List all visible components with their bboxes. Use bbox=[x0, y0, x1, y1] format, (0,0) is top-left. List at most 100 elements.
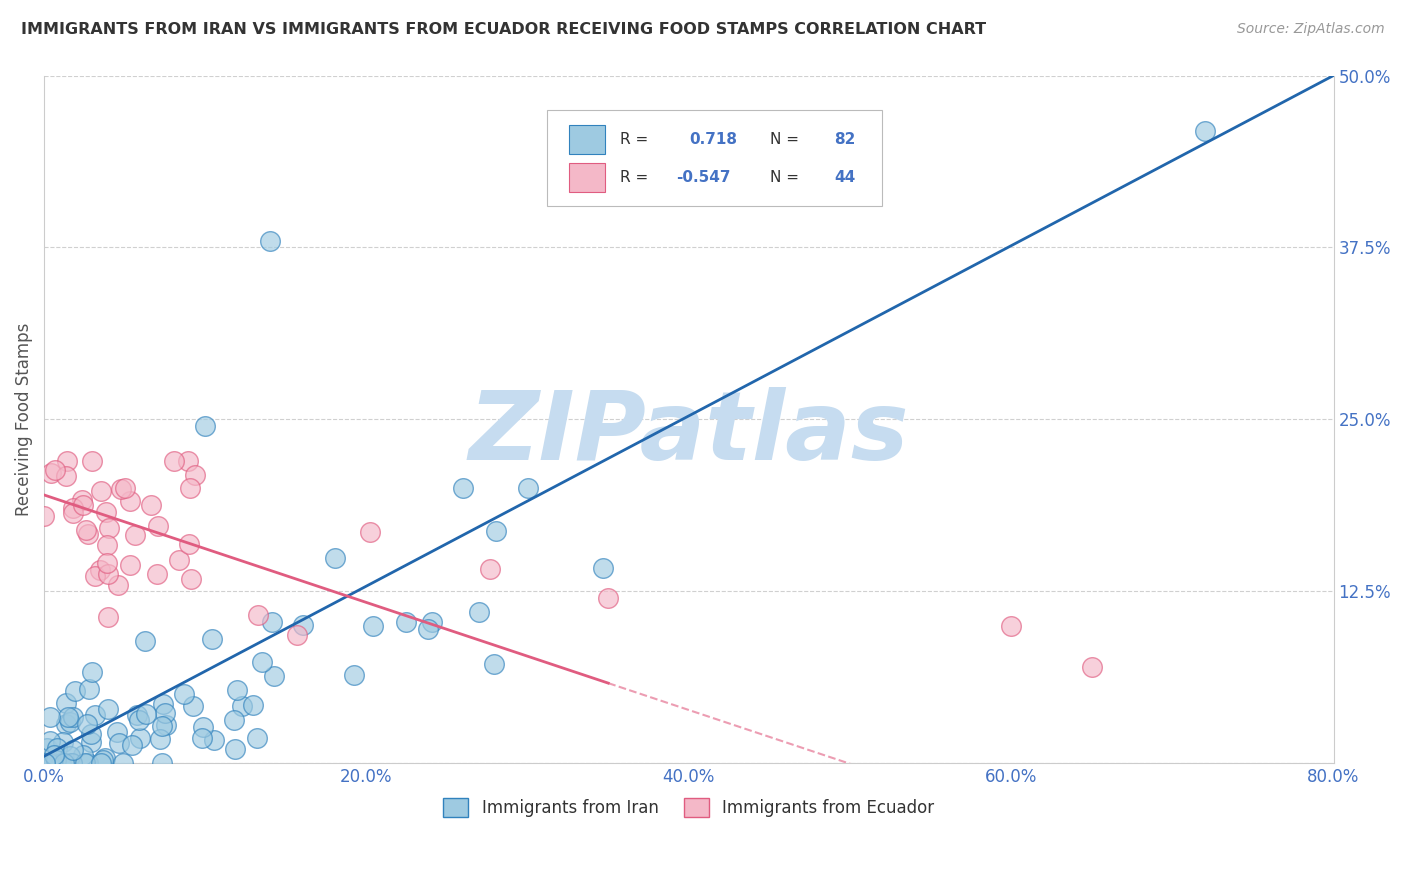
Point bbox=[224, 713, 246, 727]
Point bbox=[90, 483, 112, 498]
Point bbox=[35, 741, 58, 756]
Text: ZIPatlas: ZIPatlas bbox=[468, 386, 910, 480]
Point bbox=[34, 756, 56, 771]
Point bbox=[150, 718, 173, 732]
Point bbox=[83, 707, 105, 722]
Point bbox=[177, 537, 200, 551]
Point bbox=[176, 453, 198, 467]
Point bbox=[56, 453, 79, 467]
Point bbox=[163, 453, 186, 467]
Point bbox=[80, 453, 103, 467]
Point bbox=[127, 707, 149, 722]
Point bbox=[77, 682, 100, 697]
Point bbox=[184, 467, 207, 482]
Point bbox=[96, 538, 118, 552]
Point bbox=[93, 751, 115, 765]
Point bbox=[191, 720, 214, 734]
Point bbox=[231, 699, 253, 714]
Bar bbox=[569, 163, 605, 192]
Point bbox=[395, 615, 418, 630]
Point bbox=[150, 756, 173, 771]
Point bbox=[118, 493, 141, 508]
Text: 44: 44 bbox=[835, 170, 856, 186]
Bar bbox=[569, 125, 605, 153]
Point bbox=[96, 557, 118, 571]
Point bbox=[97, 609, 120, 624]
Point bbox=[77, 756, 100, 771]
Point bbox=[485, 524, 508, 539]
Point bbox=[139, 498, 162, 512]
Point bbox=[242, 698, 264, 712]
Point bbox=[181, 699, 204, 714]
Point bbox=[118, 558, 141, 573]
Point bbox=[180, 573, 202, 587]
Point bbox=[592, 561, 614, 575]
Point bbox=[114, 481, 136, 495]
Point bbox=[361, 618, 384, 632]
Point bbox=[46, 741, 69, 756]
Point bbox=[108, 736, 131, 750]
Point bbox=[134, 633, 156, 648]
Point bbox=[292, 618, 315, 632]
Point bbox=[128, 713, 150, 727]
Point bbox=[39, 710, 62, 724]
Point bbox=[467, 605, 489, 619]
Text: R =: R = bbox=[620, 170, 648, 186]
Point bbox=[598, 591, 620, 606]
Point bbox=[246, 731, 269, 745]
Point bbox=[246, 608, 269, 623]
Point bbox=[516, 481, 538, 495]
Point bbox=[59, 714, 82, 729]
Point bbox=[44, 463, 66, 477]
Point bbox=[224, 742, 246, 756]
Point bbox=[451, 481, 474, 495]
Point bbox=[62, 500, 84, 515]
Point bbox=[129, 731, 152, 745]
Point bbox=[62, 507, 84, 521]
Point bbox=[70, 492, 93, 507]
Point bbox=[59, 748, 82, 763]
Point bbox=[32, 508, 55, 523]
Point bbox=[201, 632, 224, 647]
Point bbox=[76, 717, 98, 731]
Point bbox=[97, 567, 120, 582]
Point bbox=[124, 528, 146, 542]
Point bbox=[323, 550, 346, 565]
Point bbox=[191, 731, 214, 745]
Point bbox=[63, 684, 86, 698]
Point bbox=[155, 718, 177, 732]
Point bbox=[90, 756, 112, 771]
Point bbox=[202, 733, 225, 747]
Point bbox=[97, 701, 120, 715]
Point bbox=[55, 716, 77, 731]
Point bbox=[38, 756, 60, 771]
Point bbox=[1194, 123, 1216, 137]
Legend: Immigrants from Iran, Immigrants from Ecuador: Immigrants from Iran, Immigrants from Ec… bbox=[437, 791, 941, 823]
Point bbox=[225, 683, 247, 698]
Point bbox=[135, 707, 157, 722]
Point bbox=[55, 696, 77, 710]
Point bbox=[42, 748, 65, 763]
Point bbox=[52, 756, 75, 771]
Point bbox=[194, 419, 217, 434]
Point bbox=[111, 756, 134, 771]
Text: Source: ZipAtlas.com: Source: ZipAtlas.com bbox=[1237, 22, 1385, 37]
Point bbox=[80, 727, 103, 741]
Point bbox=[62, 710, 84, 724]
Text: -0.547: -0.547 bbox=[676, 170, 731, 186]
Point bbox=[98, 521, 121, 535]
Point bbox=[52, 735, 75, 749]
Text: IMMIGRANTS FROM IRAN VS IMMIGRANTS FROM ECUADOR RECEIVING FOOD STAMPS CORRELATIO: IMMIGRANTS FROM IRAN VS IMMIGRANTS FROM … bbox=[21, 22, 986, 37]
Text: N =: N = bbox=[770, 132, 799, 147]
Point bbox=[105, 724, 128, 739]
Point bbox=[60, 756, 83, 771]
Point bbox=[285, 628, 308, 642]
Point bbox=[145, 566, 167, 581]
Point bbox=[62, 742, 84, 756]
Point bbox=[146, 519, 169, 533]
Point bbox=[173, 687, 195, 701]
Point bbox=[359, 525, 381, 540]
Point bbox=[484, 657, 506, 672]
Point bbox=[77, 527, 100, 541]
Point bbox=[110, 482, 132, 496]
